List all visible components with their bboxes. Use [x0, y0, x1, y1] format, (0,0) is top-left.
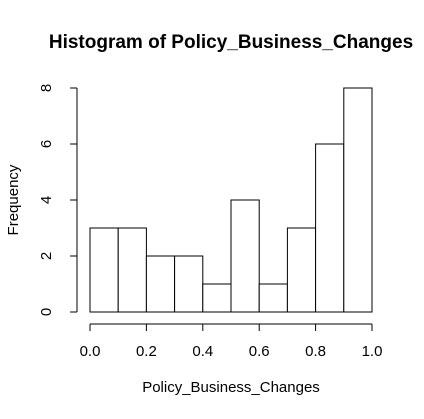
histogram-bar-0 [89, 227, 119, 313]
y-axis: 0 2 4 6 8 [38, 84, 78, 316]
x-axis: 0.0 0.2 0.4 0.6 0.8 1.0 [80, 323, 383, 360]
histogram-bar-9 [343, 87, 373, 313]
x-tick-label-4: 0.8 [305, 343, 326, 360]
y-tick-label-4: 8 [38, 84, 55, 92]
x-axis-label: Policy_Business_Changes [142, 379, 320, 396]
histogram-bar-1 [117, 227, 147, 313]
x-tick-label-3: 0.6 [249, 343, 270, 360]
chart-title: Histogram of Policy_Business_Changes [49, 32, 413, 53]
x-tick-label-0: 0.0 [80, 343, 101, 360]
histogram-bar-8 [315, 143, 345, 313]
histogram-bar-6 [258, 283, 288, 313]
y-tick-label-2: 4 [38, 196, 55, 204]
y-tick-label-3: 6 [38, 140, 55, 148]
histogram-bar-2 [145, 255, 176, 313]
histogram-bar-4 [202, 283, 232, 313]
x-tick-label-2: 0.4 [192, 343, 213, 360]
y-tick-label-1: 2 [38, 252, 55, 260]
x-tick-label-1: 0.2 [136, 343, 157, 360]
x-tick-label-5: 1.0 [362, 343, 383, 360]
histogram-bar-3 [174, 255, 204, 313]
histogram-bar-7 [286, 227, 317, 313]
histogram-bar-5 [230, 199, 260, 313]
y-axis-label: Frequency [5, 164, 22, 235]
y-tick-label-0: 0 [38, 308, 55, 316]
bars-group [89, 87, 373, 313]
